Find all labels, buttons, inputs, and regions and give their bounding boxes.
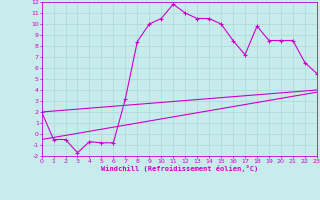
X-axis label: Windchill (Refroidissement éolien,°C): Windchill (Refroidissement éolien,°C): [100, 165, 258, 172]
